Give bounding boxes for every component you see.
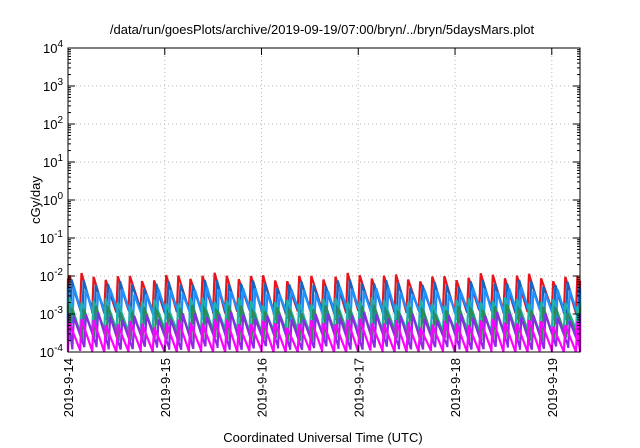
y-tick-label-exponent: -2 bbox=[54, 267, 63, 278]
series-line bbox=[66, 311, 582, 351]
y-tick-label-base: 10 bbox=[40, 269, 54, 284]
y-tick-label-base: 10 bbox=[40, 307, 54, 322]
x-tick-label: 2019-9-16 bbox=[255, 358, 270, 417]
y-tick-label-exponent: 2 bbox=[57, 115, 63, 126]
y-tick-label-base: 10 bbox=[43, 41, 57, 56]
chart-title: /data/run/goesPlots/archive/2019-09-19/0… bbox=[110, 22, 535, 37]
axis-ticks: 10-410-310-210-11001011021031042019-9-14… bbox=[40, 39, 580, 417]
y-tick-label-exponent: 3 bbox=[57, 77, 63, 88]
y-tick-label: 101 bbox=[43, 153, 63, 170]
plot-frame bbox=[67, 47, 581, 353]
y-tick-label-exponent: 1 bbox=[57, 153, 63, 164]
y-tick-label: 10-3 bbox=[40, 305, 64, 322]
x-tick-label: 2019-9-15 bbox=[158, 358, 173, 417]
y-tick-label-base: 10 bbox=[40, 345, 54, 360]
y-tick-label: 102 bbox=[43, 115, 63, 132]
x-tick-label: 2019-9-17 bbox=[351, 358, 366, 417]
y-tick-label-base: 10 bbox=[43, 193, 57, 208]
y-tick-label: 100 bbox=[43, 191, 63, 208]
series-line bbox=[66, 285, 582, 325]
y-tick-label: 103 bbox=[43, 77, 63, 94]
y-tick-label: 104 bbox=[43, 39, 63, 56]
y-tick-label-base: 10 bbox=[43, 79, 57, 94]
y-tick-label: 10-4 bbox=[40, 343, 64, 360]
y-tick-label: 10-2 bbox=[40, 267, 64, 284]
x-tick-label: 2019-9-18 bbox=[448, 358, 463, 417]
x-tick-label: 2019-9-19 bbox=[545, 358, 560, 417]
y-tick-label-exponent: 0 bbox=[57, 191, 63, 202]
y-tick-label-base: 10 bbox=[43, 155, 57, 170]
x-axis-label: Coordinated Universal Time (UTC) bbox=[223, 430, 422, 445]
x-tick-label: 2019-9-14 bbox=[61, 358, 76, 417]
y-tick-label-base: 10 bbox=[43, 117, 57, 132]
y-tick-label-exponent: -1 bbox=[54, 229, 63, 240]
y-tick-label: 10-1 bbox=[40, 229, 64, 246]
y-axis-label: cGy/day bbox=[28, 176, 43, 224]
y-tick-label-base: 10 bbox=[40, 231, 54, 246]
y-tick-label-exponent: -4 bbox=[54, 343, 63, 354]
y-tick-label-exponent: 4 bbox=[57, 39, 63, 50]
series-group bbox=[66, 272, 582, 353]
y-tick-label-exponent: -3 bbox=[54, 305, 63, 316]
